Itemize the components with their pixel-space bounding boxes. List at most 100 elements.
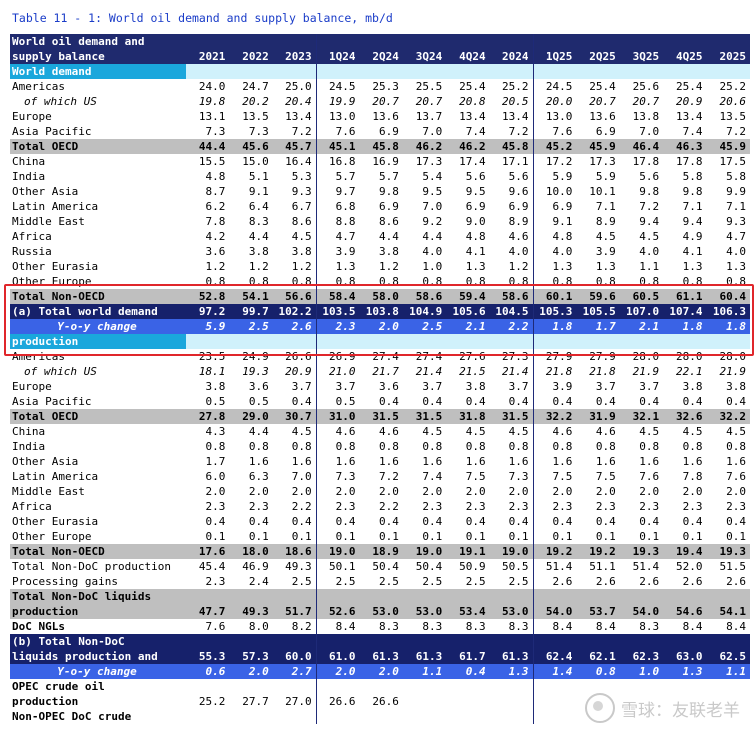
row-label: DoC NGLs <box>12 620 65 633</box>
cell: 0.1 <box>639 530 660 543</box>
cell: 51.4 <box>632 560 660 573</box>
cell <box>707 679 751 694</box>
section-cell <box>359 334 403 349</box>
cell: 61.3 <box>489 649 533 664</box>
cell: 0.8 <box>639 440 660 453</box>
cell: 2.3 <box>508 500 529 513</box>
cell: 49.3 <box>285 560 312 573</box>
cell: 1.6 <box>248 455 269 468</box>
section-cell <box>402 64 447 79</box>
cell: 8.3 <box>465 620 486 633</box>
header-col-blank <box>576 34 620 49</box>
cell: 2.0 <box>595 485 616 498</box>
cell: 0.5 <box>205 395 226 408</box>
table-row: of which US 18.1 19.3 20.9 21.0 21.7 21.4 21.5 2… <box>10 364 750 379</box>
cell: 52.6 <box>315 604 360 619</box>
section-cell <box>489 64 533 79</box>
cell: 3.7 <box>639 380 660 393</box>
table-row: Africa 2.3 2.3 2.2 2.3 2.2 2.3 2.3 2.3 2.3 2.3 2.3 2… <box>10 499 750 514</box>
watermark: 雪球：友联老羊 <box>585 693 740 723</box>
cell: 13.8 <box>632 110 660 123</box>
cell <box>706 589 750 604</box>
cell: 51.1 <box>589 560 616 573</box>
row-label: Africa <box>12 500 52 513</box>
cell: 53.0 <box>359 604 403 619</box>
cell: 0.4 <box>422 395 443 408</box>
cell: 60.5 <box>619 289 664 304</box>
row-label: Other Eurasia <box>12 515 99 528</box>
cell: 3.8 <box>726 380 746 393</box>
cell: 4.0 <box>726 245 746 258</box>
cell: 21.8 <box>532 364 577 379</box>
cell: 97.2 <box>186 304 230 319</box>
cell: 19.3 <box>706 544 750 559</box>
cell: 52.8 <box>186 289 230 304</box>
section-cell <box>532 64 577 79</box>
cell: 8.8 <box>315 214 360 229</box>
table-row: production 25.2 27.7 27.0 26.6 26.6 <box>10 694 750 709</box>
cell: 5.1 <box>248 170 269 183</box>
row-label: Middle East <box>12 485 85 498</box>
section-cell <box>359 64 403 79</box>
cell: 9.1 <box>532 214 577 229</box>
cell: 1.1 <box>402 664 447 679</box>
row-label: Latin America <box>12 200 99 213</box>
cell <box>706 634 750 649</box>
cell: 0.8 <box>379 440 399 453</box>
cell: 50.1 <box>315 559 360 574</box>
cell: 4.6 <box>379 425 399 438</box>
cell: 2.3 <box>205 575 226 588</box>
section-cell <box>706 334 750 349</box>
cell: 4.5 <box>639 230 660 243</box>
cell: 1.1 <box>639 260 660 273</box>
cell: 31.8 <box>446 409 490 424</box>
cell: 13.1 <box>198 110 226 123</box>
section-cell <box>446 334 490 349</box>
cell: 0.8 <box>639 275 660 288</box>
cell: 7.5 <box>532 469 577 484</box>
header-col: 4Q25 <box>663 49 707 64</box>
table-row: Europe 3.8 3.6 3.7 3.7 3.6 3.7 3.8 3.7 3.9 3.7 3.7 3… <box>10 379 750 394</box>
cell: 0.4 <box>595 395 616 408</box>
cell: 62.4 <box>532 649 577 664</box>
cell: 7.4 <box>422 470 443 483</box>
cell <box>619 589 664 604</box>
cell: 16.4 <box>285 155 312 168</box>
cell: 0.4 <box>532 394 577 409</box>
cell: 2.6 <box>272 319 317 334</box>
section-cell <box>229 334 273 349</box>
cell: 8.3 <box>422 620 443 633</box>
cell: 7.6 <box>315 124 360 139</box>
cell: 0.1 <box>248 530 269 543</box>
cell: 1.1 <box>706 664 750 679</box>
row-label: Other Europe <box>12 530 92 543</box>
cell: 0.8 <box>532 439 577 454</box>
cell: 0.8 <box>422 275 443 288</box>
cell: 61.3 <box>402 649 447 664</box>
cell: 0.4 <box>726 395 746 408</box>
cell: 3.9 <box>595 245 616 258</box>
cell: 4.5 <box>682 425 703 438</box>
cell: 27.4 <box>415 350 443 363</box>
cell: 28.0 <box>719 350 747 363</box>
cell <box>403 709 446 724</box>
table-row: Latin America 6.0 6.3 7.0 7.3 7.2 7.4 7.5 7.3 7.5… <box>10 469 750 484</box>
cell: 0.1 <box>315 529 360 544</box>
cell: 17.2 <box>532 154 577 169</box>
cell: 46.2 <box>402 139 447 154</box>
cell: 9.9 <box>726 185 746 198</box>
cell: 5.8 <box>682 170 703 183</box>
cell: 3.8 <box>465 380 486 393</box>
cell <box>446 694 489 709</box>
cell: 2.6 <box>595 575 616 588</box>
header-col-blank <box>315 34 360 49</box>
cell: 2.3 <box>726 500 746 513</box>
cell: 31.5 <box>359 409 403 424</box>
cell: 61.3 <box>359 649 403 664</box>
cell <box>186 679 229 694</box>
cell: 49.3 <box>229 604 273 619</box>
cell: 2.0 <box>229 664 273 679</box>
table-row: India 0.8 0.8 0.8 0.8 0.8 0.8 0.8 0.8 0.8 0.8 0.8 0.… <box>10 439 750 454</box>
cell: 0.5 <box>248 395 269 408</box>
cell: 107.4 <box>663 304 707 319</box>
